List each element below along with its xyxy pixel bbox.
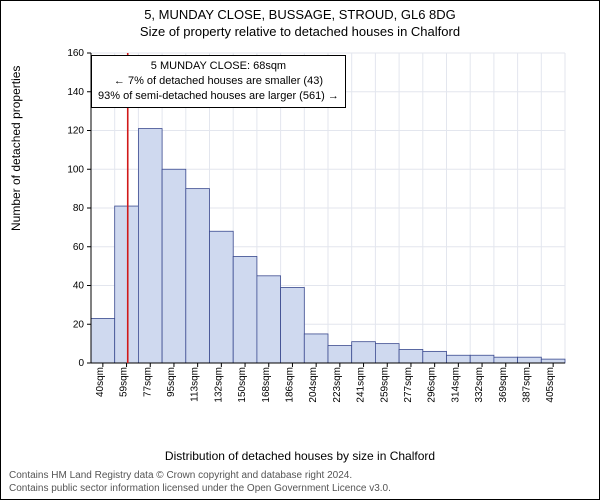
svg-text:223sqm: 223sqm [332,367,343,403]
annotation-line-3: 93% of semi-detached houses are larger (… [98,89,339,104]
footer-line-2: Contains public sector information licen… [9,483,391,496]
svg-text:186sqm: 186sqm [284,367,295,403]
svg-text:140: 140 [67,87,84,98]
svg-text:40: 40 [73,281,85,292]
svg-text:332sqm: 332sqm [474,367,485,403]
svg-text:120: 120 [67,126,84,137]
svg-text:95sqm: 95sqm [166,367,177,397]
svg-text:168sqm: 168sqm [261,367,272,403]
annotation-line-2: ← 7% of detached houses are smaller (43) [98,74,339,89]
title-subtitle: Size of property relative to detached ho… [1,24,599,39]
chart-container: 5, MUNDAY CLOSE, BUSSAGE, STROUD, GL6 8D… [0,0,600,500]
annotation-box: 5 MUNDAY CLOSE: 68sqm ← 7% of detached h… [91,55,346,108]
svg-text:405sqm: 405sqm [545,367,556,403]
svg-text:132sqm: 132sqm [213,367,224,403]
y-axis-label: Number of detached properties [9,66,23,231]
svg-text:113sqm: 113sqm [190,367,201,402]
svg-text:59sqm: 59sqm [119,367,130,397]
svg-text:296sqm: 296sqm [427,367,438,403]
svg-text:0: 0 [78,358,84,369]
footer-attribution: Contains HM Land Registry data © Crown c… [9,470,391,495]
svg-text:77sqm: 77sqm [142,367,153,397]
svg-text:160: 160 [67,49,84,59]
svg-text:241sqm: 241sqm [356,367,367,403]
svg-text:259sqm: 259sqm [379,367,390,403]
svg-text:150sqm: 150sqm [237,367,248,403]
annotation-line-1: 5 MUNDAY CLOSE: 68sqm [98,59,339,74]
svg-text:314sqm: 314sqm [450,367,461,403]
svg-text:369sqm: 369sqm [498,367,509,403]
svg-text:277sqm: 277sqm [403,367,414,403]
svg-text:40sqm: 40sqm [95,367,106,397]
title-block: 5, MUNDAY CLOSE, BUSSAGE, STROUD, GL6 8D… [1,1,599,39]
chart-area: 0 20 40 60 80 100 120 140 160 40sqm 59sqm 77sqm 95sq… [61,49,571,419]
svg-text:100: 100 [67,164,84,175]
footer-line-1: Contains HM Land Registry data © Crown c… [9,470,391,483]
x-axis-label: Distribution of detached houses by size … [1,449,599,463]
svg-text:204sqm: 204sqm [308,367,319,403]
svg-text:20: 20 [73,319,85,330]
svg-text:60: 60 [73,242,85,253]
svg-text:387sqm: 387sqm [521,367,532,403]
title-address: 5, MUNDAY CLOSE, BUSSAGE, STROUD, GL6 8D… [1,7,599,22]
svg-text:80: 80 [73,203,85,214]
